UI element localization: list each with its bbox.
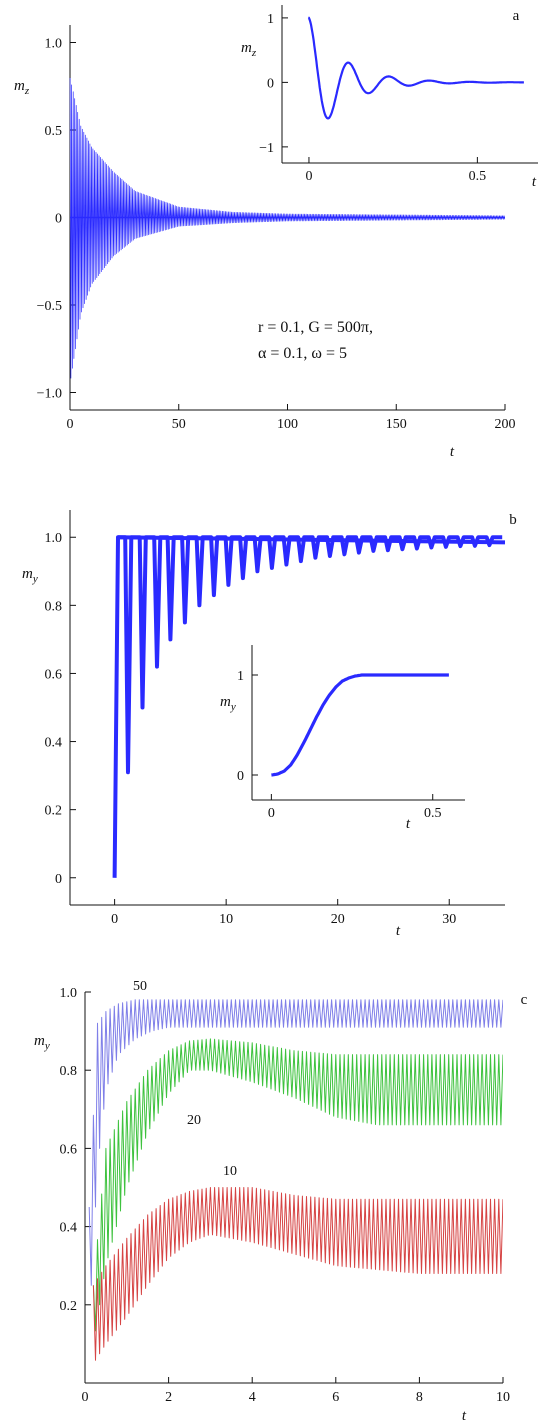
x-tick-label: 0 <box>268 806 275 821</box>
y-axis-label: mz <box>14 78 30 97</box>
panel-label-a: a <box>513 8 520 24</box>
inset-panel-a: 0 0.5 −1 0 1 mz t <box>241 0 539 200</box>
y-tick-label: 0 <box>55 872 62 887</box>
x-tick-label: 0.5 <box>424 806 442 821</box>
y-tick-label: 0.6 <box>45 667 63 682</box>
y-tick-label: 0.6 <box>60 1142 78 1157</box>
series-label-10: 10 <box>223 1164 237 1179</box>
x-axis-label: t <box>450 444 455 460</box>
panel-label-c: c <box>521 992 528 1008</box>
x-tick-label: 6 <box>332 1390 339 1405</box>
y-tick-label: 0 <box>237 769 244 784</box>
series-band-50 <box>88 999 503 1286</box>
series-label-20: 20 <box>187 1113 201 1128</box>
y-tick-label: 0.5 <box>45 124 63 139</box>
inset-panel-b: 0 0.5 0 1my t <box>215 630 475 840</box>
y-tick-label: 0.4 <box>45 736 63 751</box>
x-tick-label: 0.5 <box>469 169 487 184</box>
y-tick-label: −1 <box>259 141 274 156</box>
x-axis-label: t <box>396 923 401 939</box>
my-upper-line <box>117 535 506 545</box>
y-tick-label: 0 <box>55 212 62 227</box>
inset-x-axis-label: t <box>532 174 537 190</box>
y-tick-label: −1.0 <box>37 387 62 402</box>
x-tick-label: 200 <box>495 417 516 432</box>
y-tick-label: 0 <box>267 76 274 91</box>
x-tick-label: 100 <box>277 417 298 432</box>
chart-panel-c: 0 2 4 6 8 10 0.2 0.4 0.6 0.8 1.0 50 20 10 my t c <box>34 979 528 1424</box>
inset-y-axis-label: my <box>220 694 236 713</box>
inset-my-curve <box>271 673 449 777</box>
x-tick-label: 20 <box>331 912 345 927</box>
x-tick-label: 150 <box>386 417 407 432</box>
y-axis-label: my <box>34 1033 50 1052</box>
series-group <box>88 999 503 1361</box>
y-tick-label: 1 <box>237 669 244 684</box>
x-tick-label: 10 <box>219 912 233 927</box>
inset-background <box>215 630 475 840</box>
inset-x-axis-label: t <box>406 816 411 832</box>
x-tick-label: 50 <box>172 417 186 432</box>
x-axis-label: t <box>462 1408 467 1424</box>
x-tick-label: 0 <box>82 1390 89 1405</box>
series-band-20 <box>92 1038 503 1332</box>
series-label-50: 50 <box>133 979 147 994</box>
annotation-line-1: r = 0.1, G = 500π, <box>258 319 373 336</box>
series-band-10 <box>92 1187 503 1361</box>
y-tick-label: 0.8 <box>60 1064 78 1079</box>
panel-label-b: b <box>509 512 517 528</box>
x-tick-label: 30 <box>442 912 456 927</box>
y-tick-label: −0.5 <box>37 299 62 314</box>
x-tick-label: 0 <box>305 169 312 184</box>
x-tick-label: 2 <box>165 1390 172 1405</box>
x-tick-label: 10 <box>496 1390 510 1405</box>
y-tick-label: 1.0 <box>60 986 78 1001</box>
inset-background <box>252 0 539 200</box>
y-tick-label: 0.8 <box>45 599 63 614</box>
y-tick-label: 0.4 <box>60 1221 78 1236</box>
y-axis-label: my <box>22 566 38 585</box>
x-tick-label: 8 <box>416 1390 423 1405</box>
y-tick-label: 0.2 <box>45 804 63 819</box>
x-tick-label: 4 <box>249 1390 256 1405</box>
inset-y-axis-label: mz <box>241 40 257 59</box>
x-tick-label: 0 <box>67 417 74 432</box>
x-tick-label: 0 <box>111 912 118 927</box>
inset-mz-curve <box>307 16 524 120</box>
y-tick-label: 1.0 <box>45 531 63 546</box>
y-tick-label: 1 <box>267 12 274 27</box>
y-tick-label: 0.2 <box>60 1299 78 1314</box>
annotation-line-2: α = 0.1, ω = 5 <box>258 345 347 362</box>
y-tick-label: 1.0 <box>45 37 63 52</box>
